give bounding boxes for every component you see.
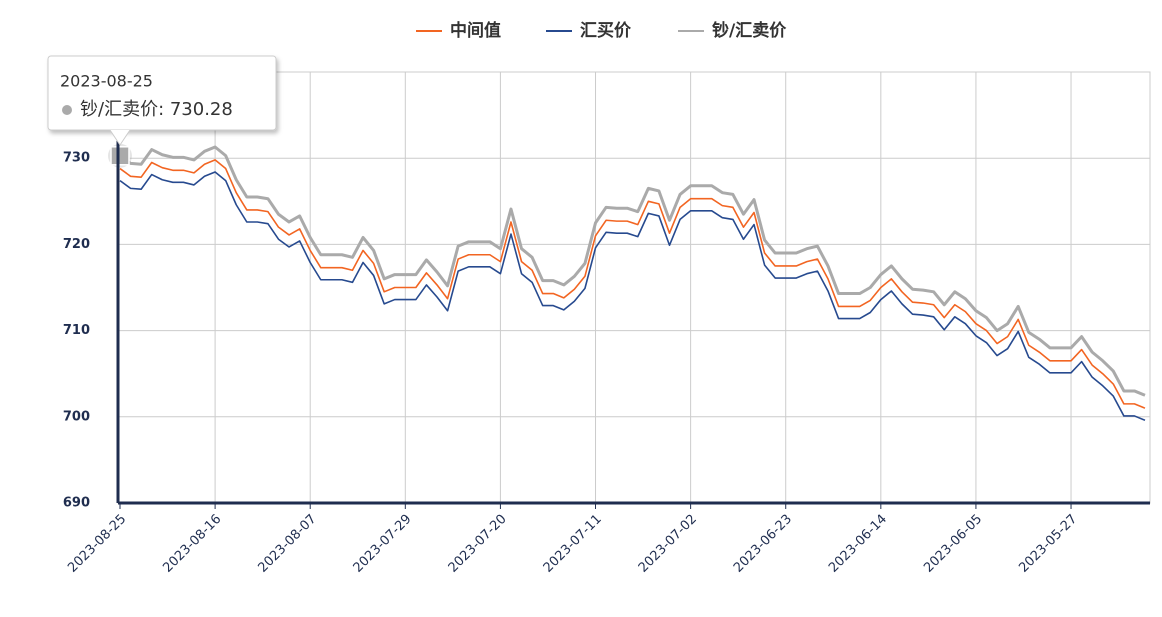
y-tick-label: 690 <box>63 496 90 511</box>
y-tick-label: 720 <box>63 237 90 252</box>
y-tick-label: 730 <box>63 151 90 166</box>
legend-label: 中间值 <box>450 20 501 41</box>
series-line <box>119 145 1146 397</box>
x-tick-label: 2023-07-02 <box>636 512 700 576</box>
x-tick-label: 2023-06-23 <box>731 512 795 576</box>
y-tick-label: 700 <box>63 409 90 424</box>
hover-point <box>110 146 130 166</box>
tooltip: 2023-08-25 钞/汇卖价: 730.28 <box>47 55 277 146</box>
x-tick-label: 2023-08-16 <box>160 512 224 576</box>
series-line <box>119 171 1146 421</box>
legend-label: 钞/汇卖价 <box>712 20 787 41</box>
x-tick-label: 2023-08-25 <box>65 512 129 576</box>
tooltip-text: 钞/汇卖价: 730.28 <box>80 99 233 120</box>
tooltip-pointer <box>109 129 131 146</box>
tooltip-box <box>47 55 277 131</box>
tooltip-bullet <box>62 105 72 115</box>
x-tick-label: 2023-07-20 <box>446 512 510 576</box>
y-tick-label: 710 <box>63 323 90 338</box>
x-tick-label: 2023-06-14 <box>826 512 890 576</box>
legend-label: 汇买价 <box>580 21 632 41</box>
x-tick-label: 2023-05-27 <box>1016 512 1080 576</box>
x-tick-label: 2023-06-05 <box>921 512 985 576</box>
series-line <box>119 159 1146 409</box>
x-tick-label: 2023-08-07 <box>255 512 319 576</box>
plot-border <box>117 71 1151 504</box>
tooltip-title: 2023-08-25 <box>60 72 153 91</box>
x-tick-label: 2023-07-29 <box>351 512 415 576</box>
x-tick-label: 2023-07-11 <box>541 512 605 576</box>
